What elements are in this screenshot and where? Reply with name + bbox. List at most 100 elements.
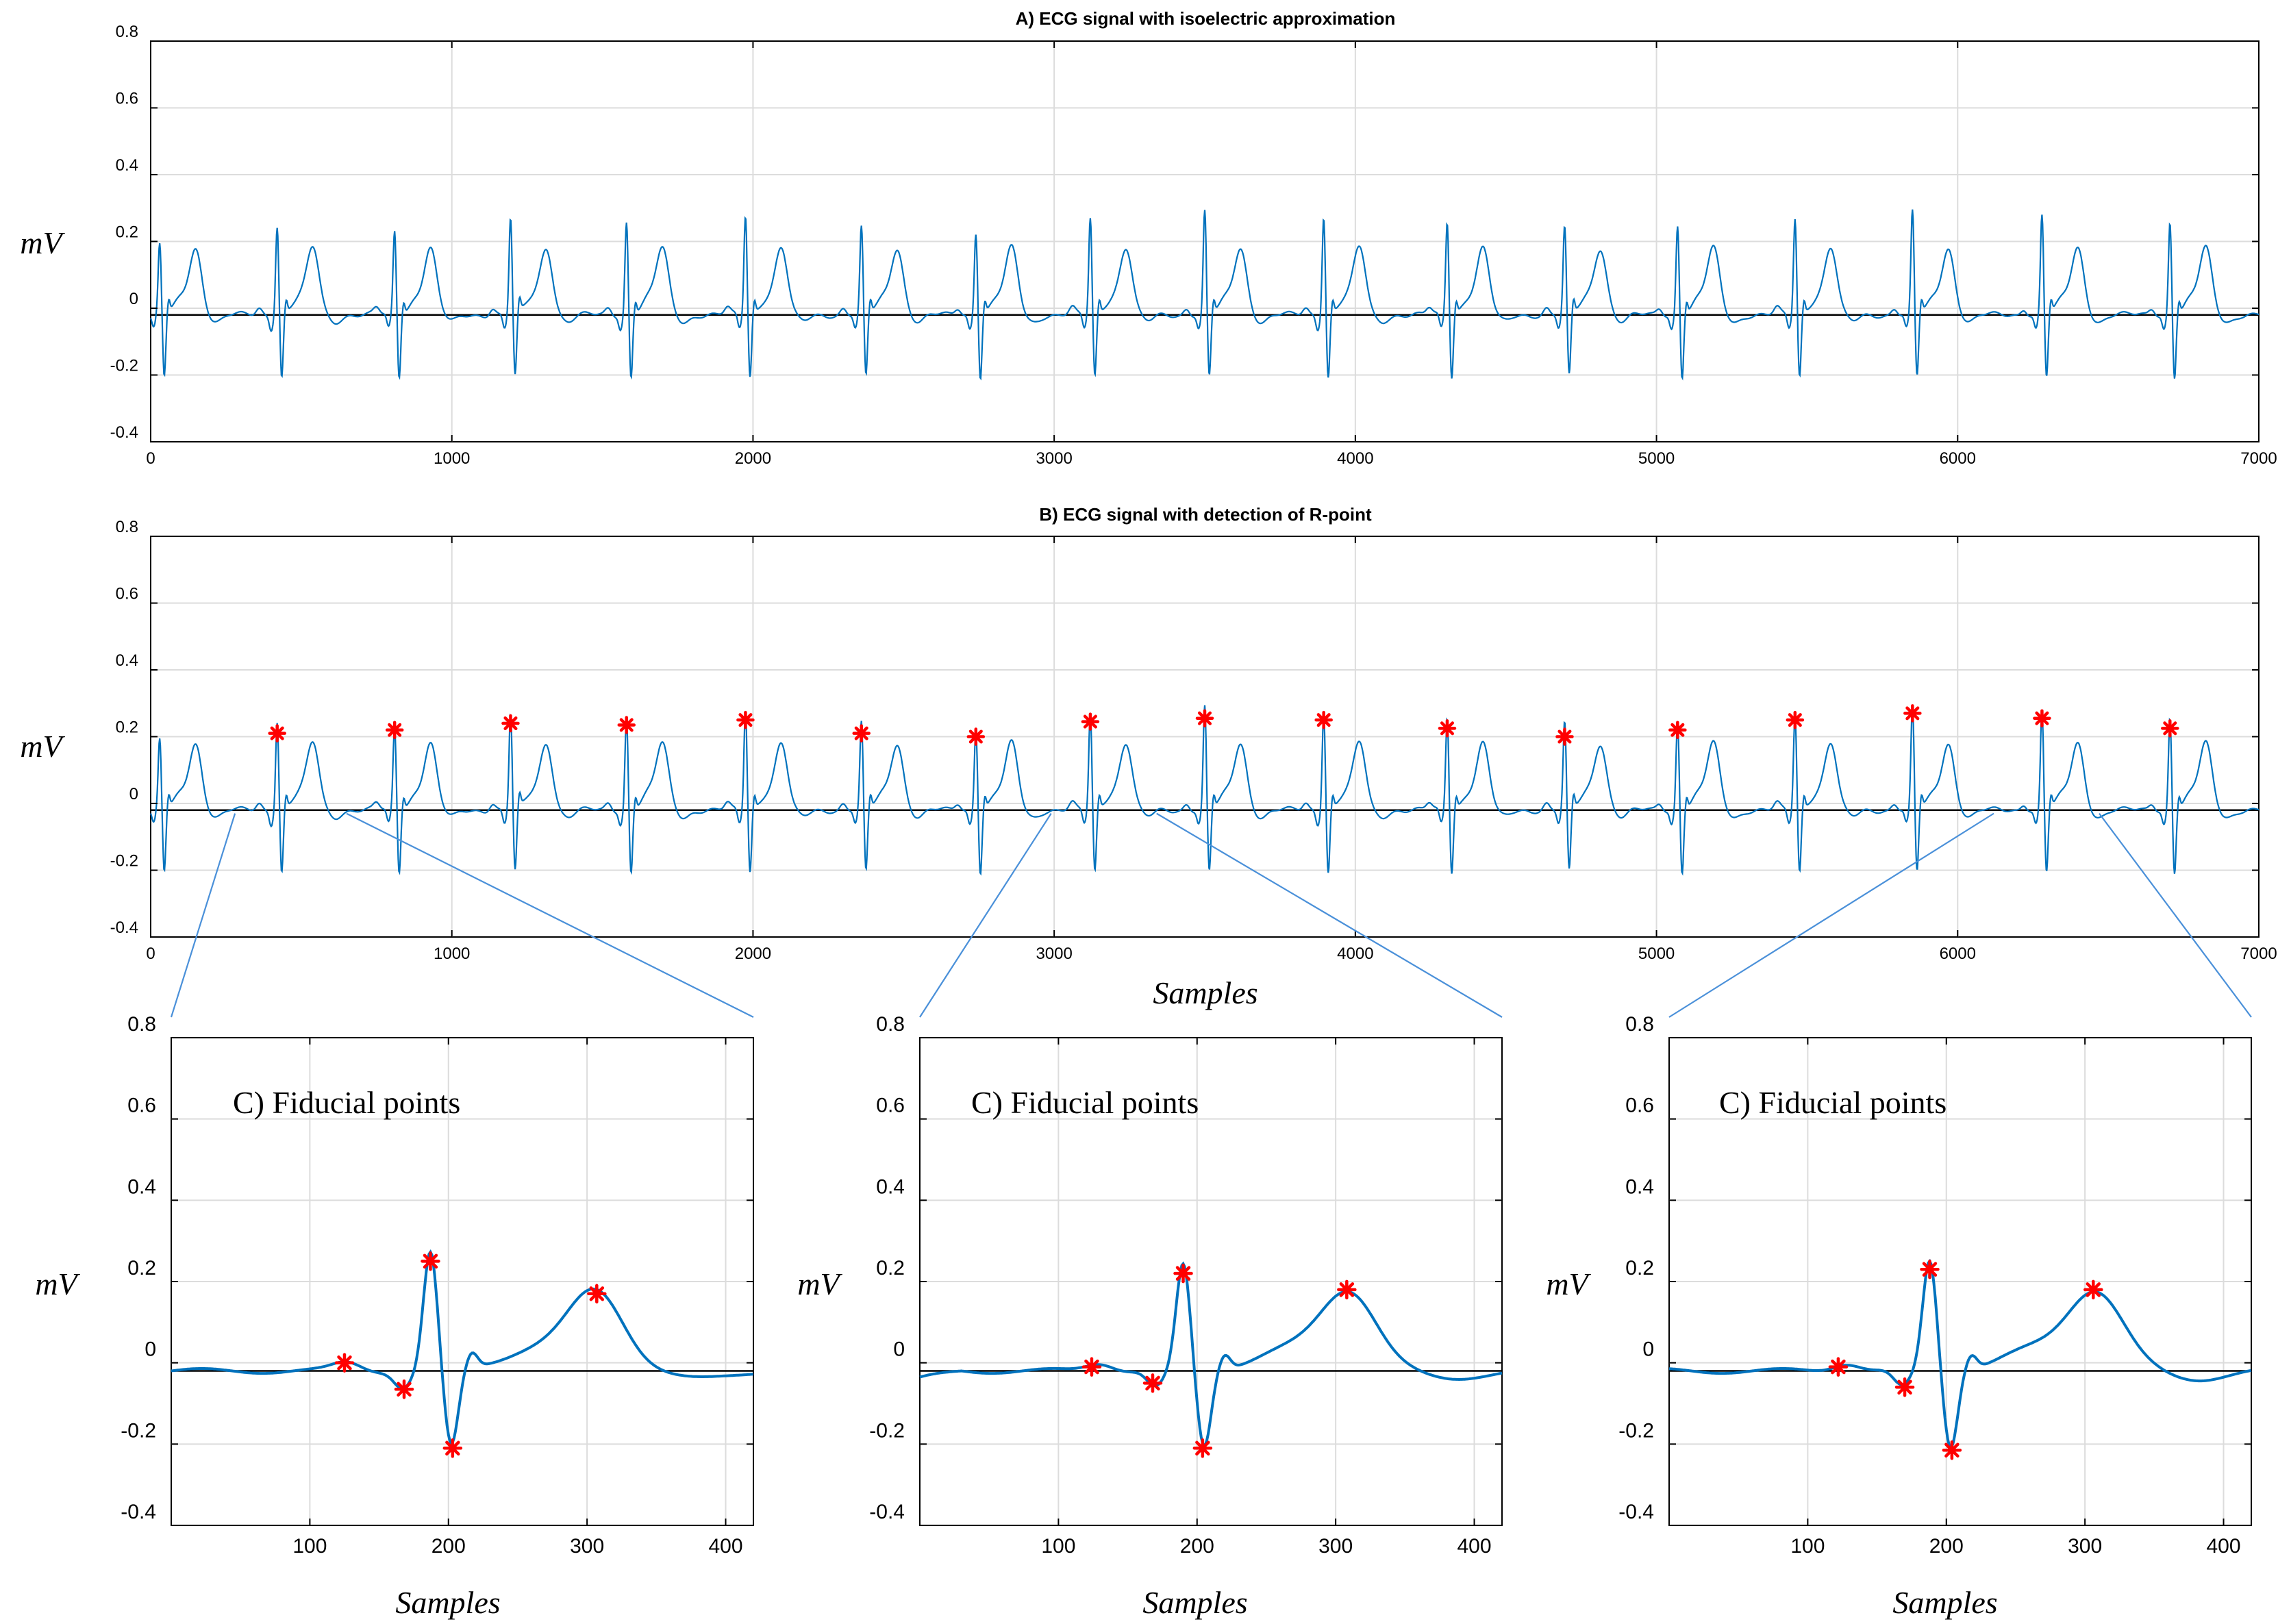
panel-c1-ylabel: mV [35, 1266, 80, 1301]
y-tick-label: 0 [145, 1338, 156, 1361]
x-tick-label: 6000 [1940, 449, 1976, 468]
fiducial-point-marker [1337, 1279, 1357, 1300]
y-tick-label: -0.2 [110, 357, 138, 375]
x-tick-label: 100 [292, 1535, 327, 1558]
panel-a: 0 1000 2000 3000 4000 5000 6000 7000 -0.4 -0.2 0 0.… [20, 8, 2277, 468]
fiducial-point-marker [394, 1379, 414, 1399]
fiducial-point-marker [1142, 1373, 1163, 1393]
y-tick-label: -0.4 [869, 1501, 905, 1523]
panel-c2-ticks: 100 200 300 400 -0.4 -0.2 0 0.2 0.4 0.6 0.8 [869, 1013, 1502, 1558]
r-point-marker [1786, 710, 1805, 729]
x-tick-label: 100 [1790, 1535, 1825, 1558]
y-tick-label: -0.4 [121, 1501, 156, 1523]
y-tick-label: -0.4 [110, 423, 138, 442]
ecg-trace [149, 209, 2260, 381]
x-tick-label: 2000 [735, 449, 771, 468]
x-tick-label: 300 [2068, 1535, 2102, 1558]
y-tick-label: -0.4 [1618, 1501, 1654, 1523]
r-point-marker [1438, 719, 1457, 738]
x-tick-label: 200 [1180, 1535, 1214, 1558]
panel-c1-xlabel: Samples [395, 1585, 500, 1620]
panel-c1-grid [171, 1038, 753, 1525]
panel-c2-xlabel: Samples [1142, 1585, 1247, 1620]
zoom-connector-right [346, 812, 754, 1018]
y-tick-label: 0.6 [116, 585, 138, 603]
panel-c3-ylabel: mV [1546, 1266, 1591, 1301]
y-tick-label: 0.8 [116, 518, 138, 536]
panel-c2-fiducial-points [1081, 1263, 1357, 1458]
panel-c3-annotation: C) Fiducial points [1719, 1085, 1947, 1120]
panel-c1-annotation: C) Fiducial points [233, 1085, 460, 1120]
x-tick-label: 3000 [1036, 945, 1072, 963]
y-tick-label: 0.6 [876, 1095, 905, 1117]
panel-c3-ticks: 100 200 300 400 -0.4 -0.2 0 0.2 0.4 0.6 0.8 [1618, 1013, 2251, 1558]
fiducial-point-marker [421, 1251, 440, 1271]
y-tick-label: 0.6 [127, 1095, 156, 1117]
panel-c2-annotation: C) Fiducial points [971, 1085, 1199, 1120]
x-tick-label: 7000 [2240, 449, 2277, 468]
panel-a-ylabel: mV [20, 225, 65, 260]
fiducial-point-marker [1828, 1357, 1849, 1377]
panel-b-r-points [268, 704, 2179, 746]
y-tick-label: -0.2 [121, 1419, 156, 1442]
panel-c2-ylabel: mV [797, 1266, 842, 1301]
zoom-connector-right [2099, 812, 2252, 1018]
x-tick-label: 200 [431, 1535, 466, 1558]
zoom-connectors [170, 812, 2252, 1018]
r-point-marker [1555, 727, 1574, 746]
fiducial-point-marker [1942, 1440, 1962, 1460]
y-tick-label: 0.8 [127, 1013, 156, 1036]
panel-c3-signal [1668, 1258, 2252, 1450]
zoom-connector-left [170, 813, 236, 1018]
r-point-marker [617, 716, 636, 734]
x-tick-label: 300 [570, 1535, 604, 1558]
x-tick-label: 200 [1929, 1535, 1964, 1558]
y-tick-label: 0.4 [876, 1175, 905, 1198]
y-tick-label: 0.4 [1625, 1175, 1654, 1198]
r-point-marker [385, 721, 404, 739]
panel-c1-fiducial-points [334, 1251, 607, 1458]
r-point-marker [1195, 709, 1214, 727]
panel-c3-grid [1669, 1038, 2251, 1525]
x-tick-label: 1000 [434, 945, 470, 963]
panel-c1-signal [171, 1249, 754, 1446]
y-tick-label: 0.2 [116, 223, 138, 242]
panel-b-ticks: 0 1000 2000 3000 4000 5000 6000 7000 -0.4 -0.2 0 0.… [110, 518, 2277, 963]
panel-b-title: B) ECG signal with detection of R-point [1039, 504, 1372, 525]
x-tick-label: 4000 [1337, 449, 1373, 468]
x-tick-label: 400 [2206, 1535, 2240, 1558]
x-tick-label: 0 [146, 945, 155, 963]
y-tick-label: 0 [893, 1338, 905, 1361]
panel-a-ticks: 0 1000 2000 3000 4000 5000 6000 7000 -0.4 -0.2 0 0.… [110, 23, 2277, 468]
x-tick-label: 4000 [1337, 945, 1373, 963]
r-point-marker [268, 724, 286, 742]
r-point-marker [1314, 710, 1333, 729]
r-point-marker [2161, 719, 2179, 738]
panel-b-grid [151, 536, 2259, 937]
zoom-connector-left [919, 813, 1052, 1018]
x-tick-label: 7000 [2240, 945, 2277, 963]
ecg-beat-trace [1668, 1258, 2252, 1450]
r-point-marker [1668, 721, 1687, 739]
ecg-trace [149, 704, 2260, 876]
panel-c2: 100 200 300 400 -0.4 -0.2 0 0.2 0.4 0.6 0.8 C) Fid… [797, 1013, 1503, 1620]
x-tick-label: 0 [146, 449, 155, 468]
x-tick-label: 3000 [1036, 449, 1072, 468]
fiducial-point-marker [334, 1353, 355, 1373]
x-tick-label: 5000 [1638, 945, 1675, 963]
y-tick-label: 0 [1642, 1338, 1654, 1361]
y-tick-label: 0.4 [116, 651, 138, 670]
panel-c2-signal [919, 1261, 1503, 1448]
r-point-marker [736, 710, 755, 729]
y-tick-label: 0.8 [116, 23, 138, 41]
y-tick-label: 0.2 [876, 1257, 905, 1279]
zoom-connector-left [1668, 812, 1994, 1018]
r-point-marker [1903, 704, 1922, 723]
panel-a-signal [149, 209, 2260, 381]
fiducial-point-marker [1894, 1377, 1915, 1397]
y-tick-label: 0.4 [116, 156, 138, 175]
r-point-marker [1081, 712, 1100, 731]
ecg-beat-trace [171, 1249, 754, 1446]
y-tick-label: 0 [129, 785, 138, 803]
